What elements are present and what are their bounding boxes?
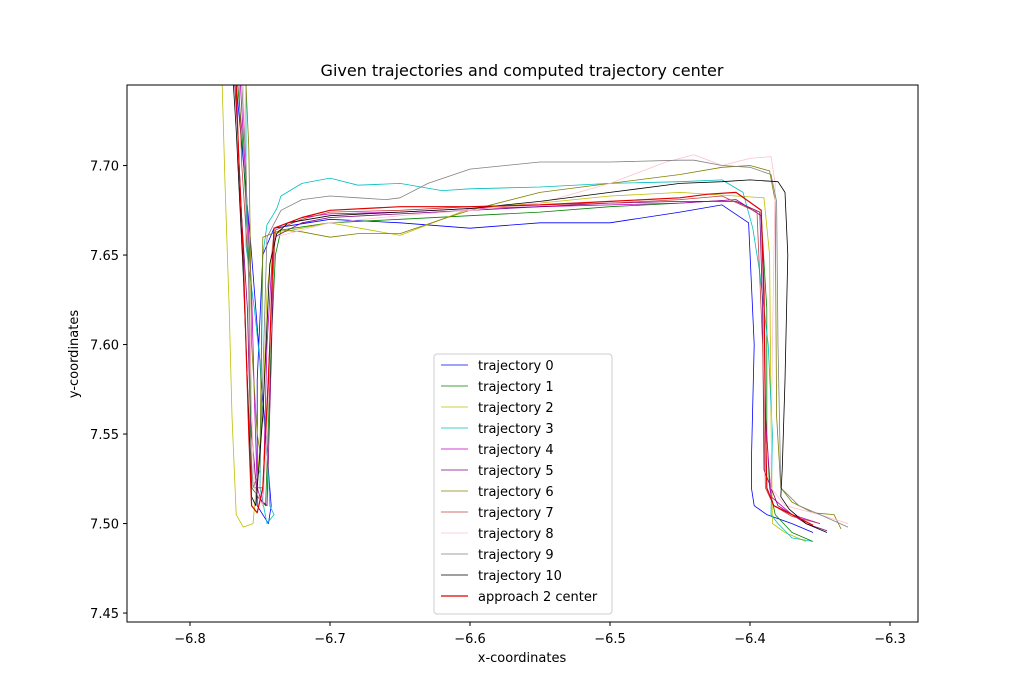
y-tick-label: 7.70 (90, 160, 119, 175)
series-line-11 (235, 85, 814, 526)
chart-title: Given trajectories and computed trajecto… (321, 61, 724, 80)
x-axis-ticks: −6.8 −6.7 −6.6 −6.5 −6.4 −6.3 (174, 622, 906, 647)
x-tick-label: −6.4 (734, 632, 766, 647)
y-tick-label: 7.50 (90, 518, 119, 533)
legend-label: trajectory 3 (478, 422, 554, 437)
x-tick-label: −6.5 (594, 632, 626, 647)
series-layer (221, 85, 849, 542)
x-tick-label: −6.6 (454, 632, 486, 647)
legend-label: trajectory 2 (478, 401, 554, 416)
legend-label: trajectory 6 (478, 485, 554, 500)
series-line-8 (242, 85, 849, 524)
legend-label: trajectory 7 (478, 506, 554, 521)
x-tick-label: −6.7 (314, 632, 346, 647)
y-tick-label: 7.45 (90, 607, 119, 622)
x-tick-label: −6.3 (874, 632, 906, 647)
legend-box (433, 353, 613, 615)
legend: trajectory 0 trajectory 1 trajectory 2 traj… (433, 353, 613, 615)
y-tick-label: 7.55 (90, 428, 119, 443)
y-tick-label: 7.65 (90, 249, 119, 264)
legend-label: trajectory 1 (478, 380, 554, 395)
series-line-9 (241, 85, 849, 528)
y-axis-label: y-coordinates (67, 310, 82, 398)
legend-label: trajectory 4 (478, 443, 554, 458)
legend-label: trajectory 0 (478, 359, 554, 374)
legend-label: approach 2 center (478, 590, 598, 605)
series-line-2 (221, 85, 807, 542)
series-line-10 (233, 85, 828, 533)
legend-label: trajectory 10 (478, 569, 562, 584)
y-axis-ticks: 7.45 7.50 7.55 7.60 7.65 7.70 (90, 160, 127, 622)
x-tick-label: −6.8 (174, 632, 206, 647)
legend-label: trajectory 9 (478, 548, 554, 563)
x-axis-label: x-coordinates (478, 651, 567, 666)
plot-frame (126, 84, 919, 623)
legend-label: trajectory 5 (478, 464, 554, 479)
legend-label: trajectory 8 (478, 527, 554, 542)
y-tick-label: 7.60 (90, 339, 119, 354)
